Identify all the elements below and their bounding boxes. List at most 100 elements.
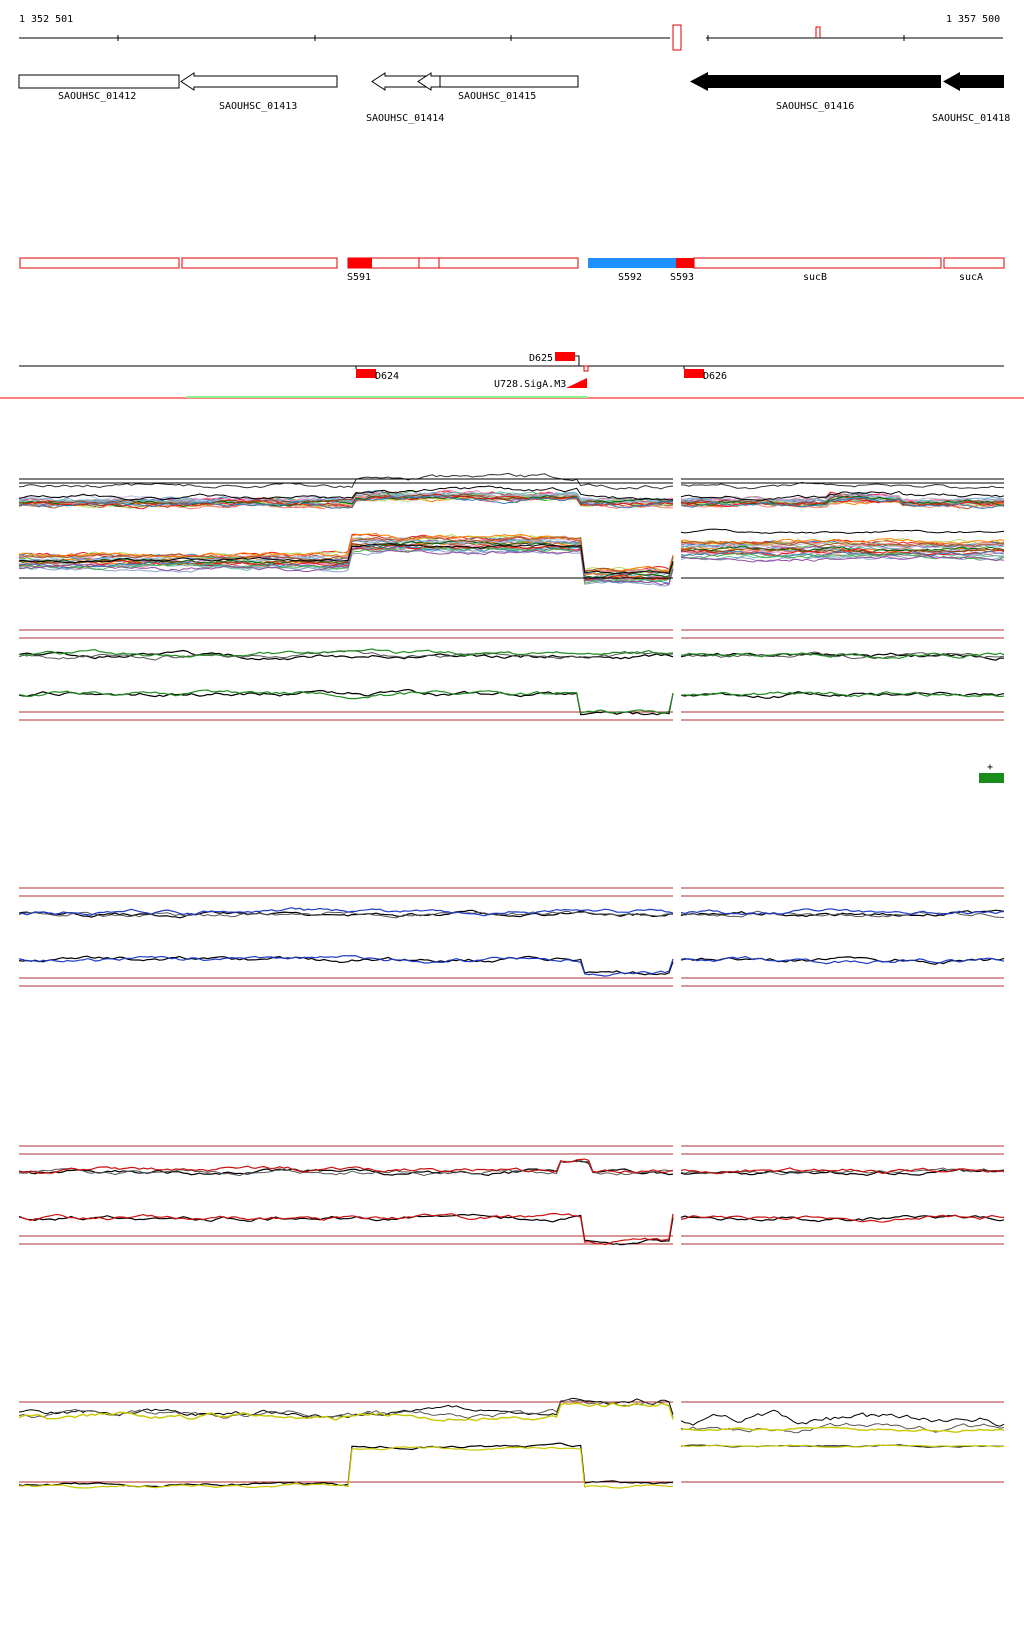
expression-trace [680, 1426, 1005, 1434]
expression-trace [18, 1446, 674, 1489]
gene-saouhsc-01412[interactable]: SAOUHSC_01412 [18, 74, 180, 102]
gene-saouhsc-01415[interactable]: SAOUHSC_01415 [439, 75, 579, 102]
expression-trace [680, 549, 1005, 558]
segment-s591[interactable] [348, 258, 372, 268]
segment-label: S592 [618, 272, 642, 283]
expression-trace [18, 543, 674, 581]
gene-saouhsc-01413[interactable]: SAOUHSC_01413 [180, 72, 338, 112]
expression-trace [681, 547, 1005, 556]
expression-trace [680, 956, 1005, 965]
expression-trace [680, 545, 1005, 554]
segment-s592[interactable] [588, 258, 676, 268]
expression-trace [18, 907, 674, 917]
expression-trace [680, 496, 1005, 510]
expression-overview-panel [18, 472, 1005, 587]
segment-suca[interactable] [943, 257, 1005, 269]
expression-trace [19, 648, 674, 658]
expression-trace [19, 495, 674, 510]
gene-saouhsc-01418[interactable]: SAOUHSC_01418 [932, 72, 1010, 124]
expression-trace [680, 691, 1005, 698]
expression-trace [680, 1167, 1005, 1175]
expression-trace [680, 481, 1005, 490]
expression-trace [18, 688, 674, 716]
expression-trace [18, 544, 674, 581]
expression-trace [680, 1444, 1005, 1448]
feature-d626[interactable] [684, 369, 704, 378]
expression-trace [18, 1158, 674, 1175]
gene-label: SAOUHSC_01414 [366, 113, 444, 124]
expression-trace [680, 652, 1005, 660]
blue-condition-panel [18, 887, 1005, 987]
expression-trace [680, 955, 1005, 965]
expression-trace [18, 485, 674, 501]
expression-trace [680, 550, 1005, 558]
expression-trace [18, 494, 674, 510]
expression-trace [680, 538, 1005, 545]
expression-trace [19, 539, 674, 577]
expression-trace [18, 546, 674, 586]
segment-box[interactable] [19, 257, 180, 269]
expression-trace [18, 689, 674, 714]
expression-trace [680, 540, 1004, 548]
feature-label: D626 [703, 371, 727, 382]
feature-label: U728.SigA.M3 [494, 379, 566, 390]
strand-marker[interactable]: + [979, 762, 1004, 783]
expression-trace [680, 651, 1005, 660]
segment-label: sucA [959, 272, 983, 283]
segment-box[interactable] [181, 257, 338, 269]
marker-label: + [987, 762, 993, 773]
gene-label: SAOUHSC_01412 [58, 91, 136, 102]
expression-trace [18, 1212, 674, 1246]
expression-trace [18, 1402, 674, 1422]
expression-trace [680, 554, 1005, 563]
viewport-window-marker[interactable] [672, 24, 682, 51]
ruler-end-label: 1 357 500 [946, 14, 1000, 25]
expression-trace [18, 909, 674, 919]
gene-track: SAOUHSC_01412 SAOUHSC_01413 SAOUHSC_0141… [18, 72, 1010, 124]
green-condition-panel [18, 629, 1005, 721]
expression-trace [680, 1422, 1005, 1434]
expression-trace [680, 495, 1005, 508]
segment-s593[interactable] [676, 258, 694, 268]
expression-trace [680, 490, 1005, 501]
feature-d625[interactable] [555, 352, 575, 361]
feature-track: D625 D624 U728.SigA.M3 D626 [0, 352, 1024, 399]
segment-label: S593 [670, 272, 694, 283]
segment-sucb[interactable] [693, 257, 942, 269]
feature-label: D624 [375, 371, 399, 382]
expression-trace [18, 911, 674, 919]
feature-d624[interactable] [356, 369, 376, 378]
expression-trace [18, 954, 674, 977]
feature-u728-sigA-m3[interactable] [566, 378, 587, 388]
expression-trace [680, 528, 1005, 535]
segment-box[interactable] [347, 257, 579, 269]
segment-label: S591 [347, 272, 371, 283]
red-condition-panel [18, 1145, 1005, 1246]
expression-trace [18, 650, 674, 661]
expression-trace [680, 552, 1005, 561]
expression-trace [680, 908, 1005, 916]
ruler-start-label: 1 352 501 [19, 14, 73, 25]
expression-trace [19, 472, 674, 490]
gene-saouhsc-01416[interactable]: SAOUHSC_01416 [690, 72, 941, 112]
expression-trace [18, 536, 674, 574]
expression-trace [680, 1409, 1005, 1427]
segment-track: S591 S592 S593 sucB sucA [19, 257, 1005, 283]
expression-trace [680, 492, 1005, 505]
gene-label: SAOUHSC_01415 [458, 91, 536, 102]
expression-trace [18, 1213, 674, 1246]
expression-trace [18, 494, 674, 509]
expression-trace [18, 543, 674, 575]
feature-label: D625 [529, 353, 553, 364]
expression-trace [680, 551, 1005, 561]
expression-trace [680, 542, 1005, 549]
gene-saouhsc-01414[interactable]: SAOUHSC_01414 [366, 72, 444, 124]
segment-label: sucB [803, 272, 827, 283]
expression-trace [18, 1442, 673, 1488]
expression-trace [18, 1399, 674, 1419]
yellow-condition-panel [18, 1397, 1005, 1489]
expression-trace [18, 955, 674, 976]
gene-label: SAOUHSC_01413 [219, 101, 297, 112]
